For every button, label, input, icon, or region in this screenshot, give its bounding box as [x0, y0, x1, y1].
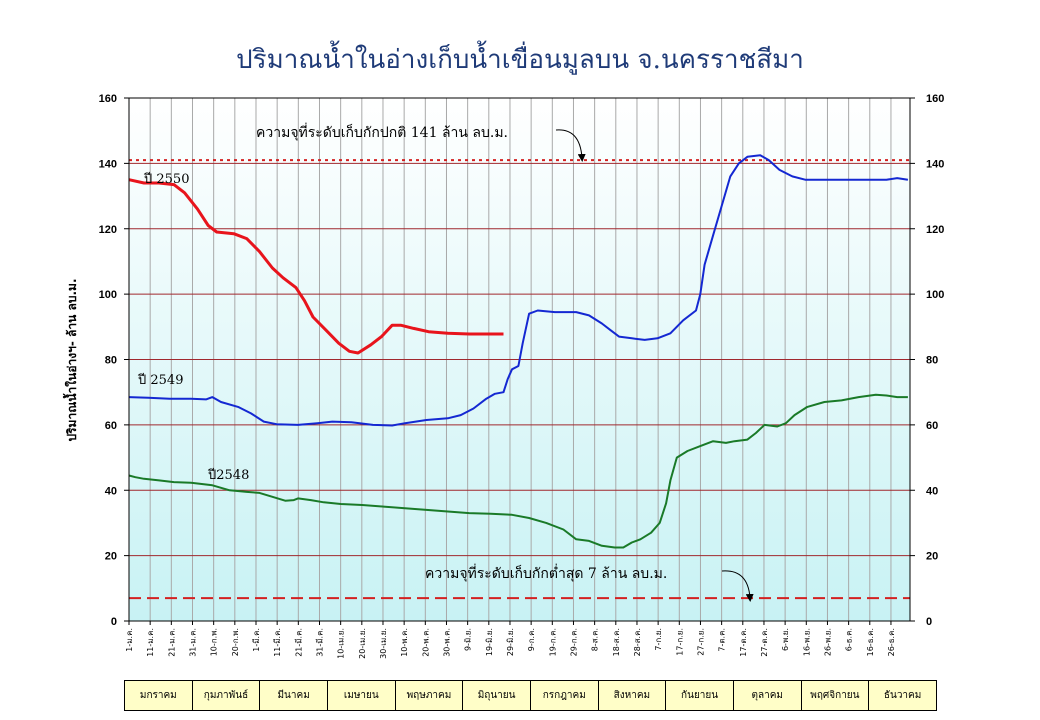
y-tick-label: 160	[99, 93, 117, 105]
x-tick-label: 9-ก.ค.	[527, 628, 536, 651]
series-label-2549: ปี 2549	[137, 372, 183, 388]
x-tick-label: 6-พ.ย.	[781, 628, 790, 651]
y-tick-label-right: 60	[926, 420, 938, 432]
series-line-0	[128, 178, 504, 355]
x-tick-label: 9-มิ.ย.	[464, 628, 473, 651]
left-y-ticks: 0 20 40 60 80 100 120 140 160	[99, 93, 129, 628]
month-cell: มีนาคม	[259, 680, 328, 711]
month-cell: เมษายน	[326, 680, 396, 711]
horizontal-gridlines	[129, 162, 910, 557]
x-tick-label: 30-เม.ย.	[379, 628, 388, 659]
month-cell: พฤศจิกายน	[800, 680, 870, 711]
x-tick-label: 31-ม.ค.	[188, 628, 197, 657]
y-tick-label-right: 40	[926, 485, 938, 497]
x-tick-label: 21-มี.ค.	[294, 628, 303, 657]
y-tick-label-right: 120	[926, 224, 944, 236]
series-line-2	[128, 393, 908, 549]
month-cell: มิถุนายน	[462, 680, 531, 711]
month-cell: กุมภาพันธ์	[191, 680, 261, 711]
x-tick-labels: 1-ม.ค. 11-ม.ค. 21-ม.ค. 31-ม.ค. 10-ก.พ. 20-ก.พ…	[125, 621, 896, 659]
x-tick-label: 17-ก.ย.	[675, 628, 684, 656]
x-tick-label: 7-ก.ย.	[654, 628, 663, 651]
x-tick-label: 26-ธ.ค.	[887, 628, 896, 656]
y-tick-label: 140	[99, 158, 117, 170]
y-tick-label-right: 160	[926, 93, 944, 105]
reference-lines	[129, 159, 910, 600]
y-tick-label-right: 20	[926, 551, 938, 563]
y-tick-label: 0	[111, 616, 117, 628]
month-cell: สิงหาคม	[597, 680, 667, 711]
y-tick-label: 80	[105, 355, 117, 367]
annotation-normal-capacity: ความจุที่ระดับเก็บกักปกติ 141 ล้าน ลบ.ม.	[256, 123, 508, 141]
x-tick-label: 29-มิ.ย.	[506, 628, 515, 656]
annotation-min-arrow	[721, 570, 754, 602]
month-cell: กรกฎาคม	[529, 680, 599, 711]
y-tick-label: 20	[105, 551, 117, 563]
chart-title: ปริมาณน้ำในอ่างเก็บน้ำเขื่อนมูลบน จ.นครร…	[236, 40, 804, 75]
x-tick-label: 10-พ.ค.	[400, 628, 409, 657]
x-tick-label: 6-ธ.ค.	[845, 628, 854, 651]
x-tick-label: 10-ก.พ.	[210, 628, 219, 656]
x-tick-label: 20-พ.ค.	[421, 628, 430, 657]
series-label-2550: ปี 2550	[143, 171, 189, 187]
x-tick-label: 21-ม.ค.	[167, 628, 176, 657]
x-tick-label: 27-ต.ค.	[760, 628, 769, 657]
y-tick-label: 40	[105, 485, 117, 497]
x-tick-label: 27-ก.ย.	[696, 628, 705, 656]
y-tick-label: 100	[99, 289, 117, 301]
series-lines	[128, 154, 909, 549]
x-tick-label: 19-ก.ค.	[548, 628, 557, 656]
month-cell: ธันวาคม	[868, 680, 937, 711]
x-tick-label: 1-ม.ค.	[125, 628, 134, 652]
month-table: มกราคม กุมภาพันธ์ มีนาคม เมษายน พฤษภาคม …	[124, 680, 937, 711]
x-tick-label: 19-มิ.ย.	[485, 628, 494, 656]
month-cell: ตุลาคม	[732, 680, 802, 711]
x-tick-label: 20-ก.พ.	[231, 628, 240, 656]
x-tick-label: 1-มี.ค.	[252, 628, 261, 652]
annotation-min-capacity: ความจุที่ระดับเก็บกักต่ำสุด 7 ล้าน ลบ.ม.	[425, 564, 667, 582]
y-tick-label-right: 100	[926, 289, 944, 301]
y-tick-label-right: 140	[926, 158, 944, 170]
series-line-1	[128, 154, 909, 427]
month-cell: กันยายน	[665, 680, 734, 711]
month-cell: มกราคม	[124, 680, 193, 711]
x-tick-label: 18-ส.ค.	[612, 628, 621, 656]
series-label-2548: ปี2548	[207, 467, 249, 483]
y-axis-label: ปริมาณน้ำในอ่างฯ- ล้าน ลบ.ม.	[62, 278, 79, 441]
x-tick-label: 20-เม.ย.	[358, 628, 367, 659]
x-tick-label: 16-ธ.ค.	[866, 628, 875, 656]
x-tick-label: 30-พ.ค.	[442, 628, 451, 657]
x-tick-label: 11-ม.ค.	[146, 628, 155, 657]
x-tick-label: 28-ส.ค.	[633, 628, 642, 656]
x-tick-label: 7-ต.ค.	[718, 628, 727, 652]
x-tick-label: 8-ส.ค.	[591, 628, 600, 651]
x-tick-label: 16-พ.ย.	[802, 628, 811, 656]
y-tick-label: 120	[99, 224, 117, 236]
right-y-ticks: 0 20 40 60 80 100 120 140 160	[910, 93, 944, 628]
y-tick-label-right: 80	[926, 355, 938, 367]
x-tick-label: 10-เม.ย.	[337, 628, 346, 659]
chart: ปริมาณน้ำในอ่างเก็บน้ำเขื่อนมูลบน จ.นครร…	[62, 40, 944, 659]
y-tick-label-right: 0	[926, 616, 932, 628]
y-tick-label: 60	[105, 420, 117, 432]
x-tick-label: 31-มี.ค.	[315, 628, 324, 657]
x-tick-label: 11-มี.ค.	[273, 628, 282, 657]
x-tick-label: 17-ต.ค.	[739, 628, 748, 657]
annotation-normal-arrow	[555, 129, 586, 162]
month-cell: พฤษภาคม	[394, 680, 464, 711]
x-tick-label: 29-ก.ค.	[569, 628, 578, 656]
x-tick-label: 26-พ.ย.	[823, 628, 832, 656]
